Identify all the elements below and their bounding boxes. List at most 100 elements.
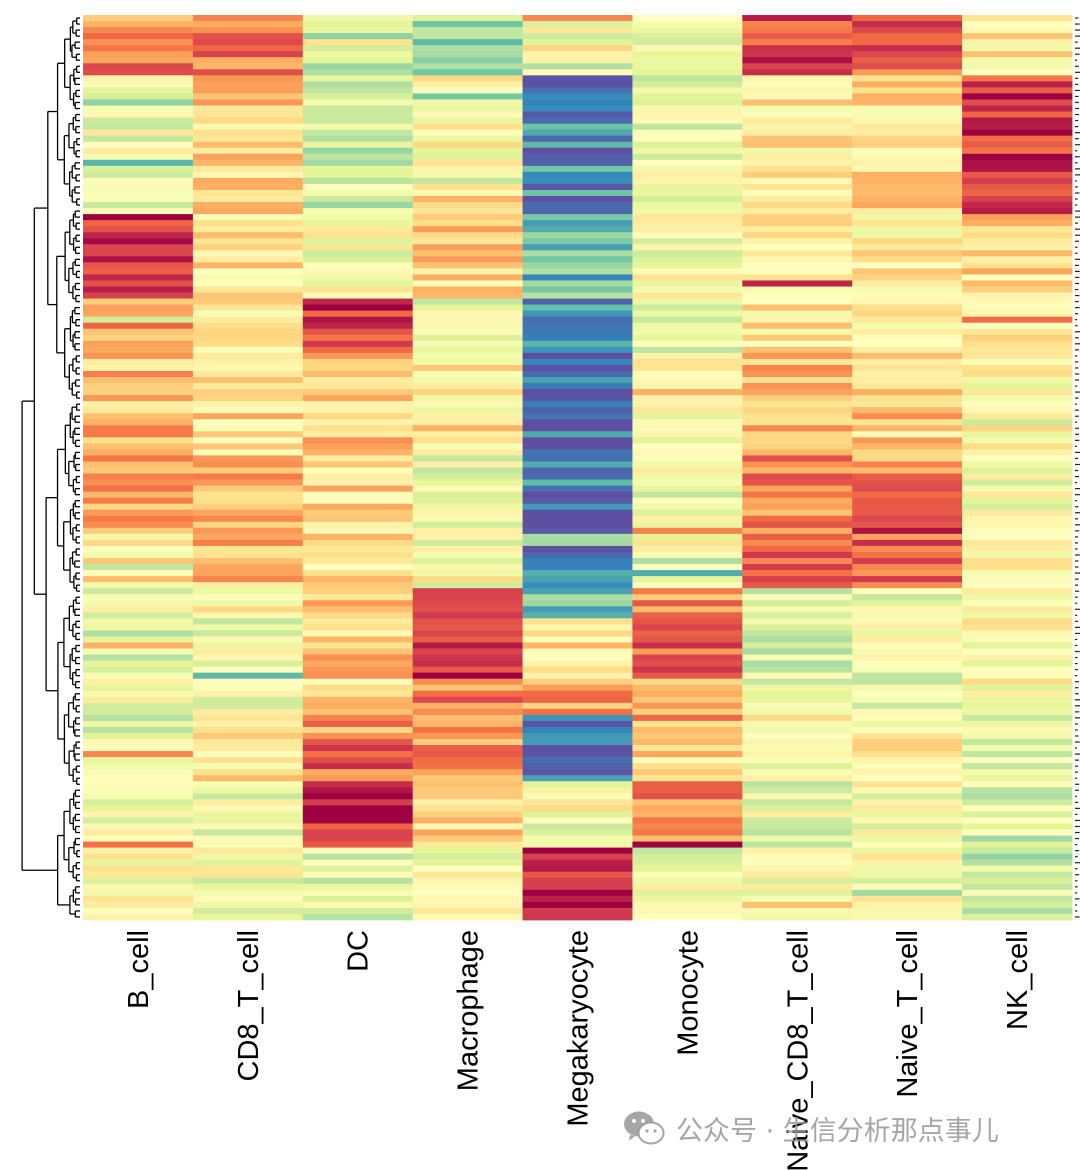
heatmap-cell xyxy=(412,594,523,601)
heatmap-cell xyxy=(742,389,853,396)
heatmap-cell xyxy=(852,485,963,493)
heatmap-cell xyxy=(192,304,304,312)
heatmap-cell xyxy=(852,871,963,879)
heatmap-cell xyxy=(83,304,194,312)
heatmap-cell xyxy=(962,69,1073,76)
heatmap-cell xyxy=(83,117,194,124)
heatmap-cell xyxy=(962,865,1073,873)
heatmap-cell xyxy=(962,763,1073,770)
heatmap-cell xyxy=(522,582,633,589)
heatmap-cell xyxy=(412,883,523,891)
heatmap-cell xyxy=(412,630,523,637)
heatmap-cell xyxy=(852,135,963,143)
column-label: B_cell xyxy=(123,930,155,1009)
heatmap-cell xyxy=(302,672,414,680)
heatmap-cell xyxy=(412,913,523,921)
heatmap-cell xyxy=(83,763,194,770)
heatmap-cell xyxy=(412,666,523,674)
heatmap-cell xyxy=(632,111,743,118)
heatmap-cell xyxy=(412,642,523,649)
heatmap-cell xyxy=(302,642,414,649)
heatmap-cell xyxy=(412,244,523,251)
heatmap-cell xyxy=(962,99,1073,106)
heatmap-cell xyxy=(852,455,963,462)
heatmap-cell xyxy=(412,702,523,710)
heatmap-cell xyxy=(742,889,853,897)
heatmap-cell xyxy=(742,805,853,812)
heatmap-cell xyxy=(83,823,194,830)
column-label: Macrophage xyxy=(453,930,485,1091)
heatmap-cell xyxy=(83,702,194,710)
heatmap-cell xyxy=(962,570,1073,577)
heatmap-cell xyxy=(302,702,414,710)
heatmap-cell xyxy=(302,316,414,324)
heatmap-cell xyxy=(302,21,414,28)
heatmap-cell xyxy=(742,678,853,686)
heatmap-cell xyxy=(83,570,194,577)
heatmap-cell xyxy=(632,515,743,523)
heatmap-cell xyxy=(412,606,523,613)
heatmap-cell xyxy=(852,823,963,830)
heatmap-cell xyxy=(852,521,963,529)
heatmap-cell xyxy=(412,196,523,203)
heatmap-cell xyxy=(962,787,1073,794)
heatmap-cell xyxy=(192,232,304,239)
heatmap-cell xyxy=(192,515,304,523)
heatmap-cell xyxy=(83,883,194,891)
heatmap-cell xyxy=(83,292,194,299)
heatmap-cell xyxy=(962,757,1073,764)
heatmap-cell xyxy=(412,672,523,680)
heatmap-cell xyxy=(412,401,523,408)
heatmap-cell xyxy=(632,238,743,245)
column-label: Naive_CD8_T_cell xyxy=(782,930,814,1170)
heatmap-cell xyxy=(852,141,963,149)
heatmap-cell xyxy=(852,745,963,752)
heatmap-cell xyxy=(852,286,963,293)
heatmap-cell xyxy=(742,159,853,167)
heatmap-cell xyxy=(412,624,523,631)
heatmap-cell xyxy=(962,702,1073,710)
heatmap-cell xyxy=(962,352,1073,360)
heatmap-cell xyxy=(632,322,743,330)
heatmap-cell xyxy=(522,787,633,794)
heatmap-cell xyxy=(412,708,523,716)
heatmap-cell xyxy=(632,81,743,88)
heatmap-cell xyxy=(742,45,853,52)
heatmap-cell xyxy=(302,443,414,450)
heatmap-cell xyxy=(522,250,633,257)
heatmap-cell xyxy=(192,739,304,746)
row-dendrogram xyxy=(21,17,80,918)
heatmap-cell xyxy=(962,87,1073,94)
heatmap-cell xyxy=(192,123,304,131)
heatmap-cell xyxy=(83,346,194,354)
heatmap-cell xyxy=(962,383,1073,390)
heatmap-cell xyxy=(742,763,853,770)
heatmap-cell xyxy=(742,39,853,46)
heatmap-cell xyxy=(962,781,1073,788)
heatmap-cell xyxy=(522,395,633,402)
heatmap-cell xyxy=(852,226,963,233)
heatmap-cell xyxy=(302,389,414,396)
heatmap-cell xyxy=(852,907,963,915)
heatmap-cell xyxy=(302,829,414,836)
heatmap-cell xyxy=(632,389,743,396)
heatmap-cell xyxy=(632,370,743,378)
heatmap-cell xyxy=(83,129,194,137)
heatmap-cell xyxy=(302,877,414,885)
heatmap-cell xyxy=(83,202,194,209)
heatmap-cell xyxy=(83,539,194,547)
heatmap-cell xyxy=(192,244,304,251)
heatmap-cell xyxy=(412,370,523,378)
heatmap-cell xyxy=(852,232,963,239)
heatmap-cell xyxy=(412,835,523,842)
heatmap-cell xyxy=(962,823,1073,830)
heatmap-cell xyxy=(852,244,963,251)
heatmap-cell xyxy=(632,612,743,619)
heatmap-cell xyxy=(302,196,414,203)
heatmap-cell xyxy=(302,250,414,257)
heatmap-cell xyxy=(632,69,743,76)
heatmap-cell xyxy=(632,57,743,64)
heatmap-cell xyxy=(412,208,523,215)
heatmap-cell xyxy=(302,328,414,336)
heatmap-cell xyxy=(412,274,523,281)
